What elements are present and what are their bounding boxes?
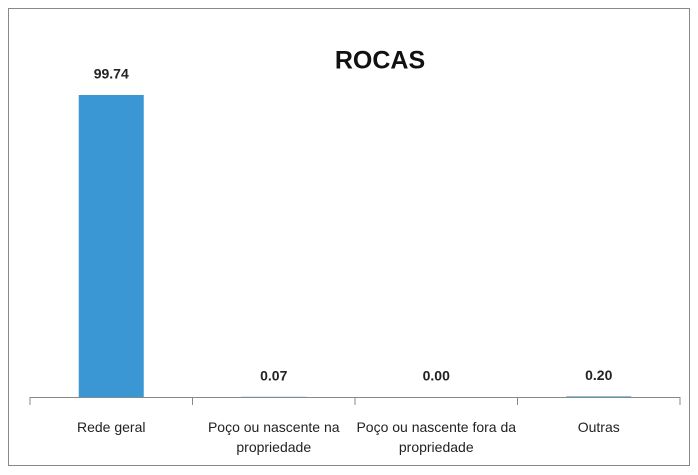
- value-label: 0.07: [260, 367, 287, 383]
- x-tick-label: Rede geral: [77, 419, 146, 435]
- value-label: 99.74: [94, 66, 129, 82]
- x-tick-label: Outras: [577, 419, 620, 435]
- bar: [566, 396, 632, 397]
- chart-title: ROCAS: [335, 47, 425, 75]
- bar: [78, 95, 144, 397]
- value-label: 0.00: [423, 368, 450, 384]
- value-label: 0.20: [585, 367, 612, 383]
- x-tick-label: Poço ou nascente na propriedade: [207, 419, 340, 455]
- x-tick-label: Poço ou nascente fora da propriedade: [356, 419, 517, 455]
